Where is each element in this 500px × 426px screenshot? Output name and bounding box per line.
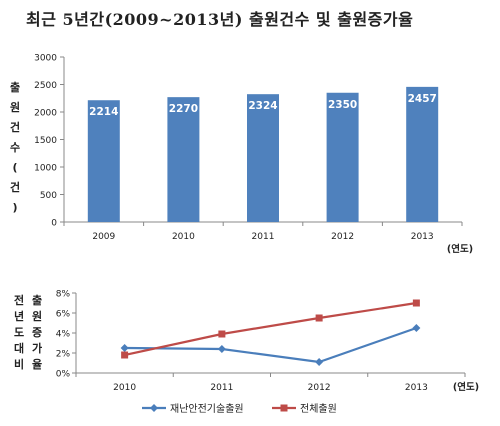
bar-2010	[167, 97, 200, 222]
bar-y-tick-label: 500	[40, 191, 57, 201]
bar-data-label: 2214	[89, 106, 118, 118]
bar-x-tick-label: 2013	[411, 232, 434, 242]
bar-x-tick-label: 2010	[172, 232, 195, 242]
bar-data-label: 2457	[408, 93, 437, 105]
line-x-tick-label: 2011	[210, 383, 233, 393]
bar-x-tick-label: 2011	[252, 232, 275, 242]
bar-y-tick-label: 0	[51, 219, 57, 229]
legend-marker-1	[280, 404, 288, 412]
bar-y-tick-label: 3000	[34, 54, 57, 64]
series-line-1	[124, 301, 417, 357]
series-1-point	[218, 330, 226, 338]
bar-y-axis-label: 출 원 건 수(건)	[9, 81, 21, 214]
bar-data-label: 2350	[328, 99, 357, 111]
line-x-tick-label: 2013	[405, 383, 428, 393]
bar-2011	[247, 94, 279, 222]
bar-x-tick-label: 2012	[331, 232, 354, 242]
bar-data-label: 2324	[248, 100, 277, 112]
line-y-tick-label: 0%	[56, 370, 71, 380]
chart-title: 최근 5년간(2009~2013년) 출원건수 및 출원증가율	[26, 10, 414, 29]
legend-label-1: 전체출원	[300, 403, 337, 415]
line-y-tick-label: 4%	[56, 330, 71, 340]
legend-marker-0	[150, 404, 158, 412]
series-line-0	[124, 326, 417, 364]
bar-x-tick-label: 2009	[92, 232, 115, 242]
bar-y-tick-label: 2500	[34, 81, 57, 91]
bar-y-tick-label: 2000	[34, 109, 57, 119]
bar-y-tick-label: 1000	[34, 164, 57, 174]
series-1-point	[315, 314, 323, 322]
line-y-tick-label: 6%	[56, 310, 71, 320]
line-x-axis-label: (연도)	[453, 382, 479, 393]
bar-x-axis-label: (연도)	[447, 244, 473, 255]
line-y-tick-label: 2%	[56, 350, 71, 360]
series-0-point	[217, 345, 226, 353]
line-x-tick-label: 2010	[113, 383, 136, 393]
series-0-point	[315, 358, 324, 366]
series-1-point	[121, 351, 129, 359]
line-x-tick-label: 2012	[308, 383, 331, 393]
bar-y-tick-label: 1500	[34, 136, 57, 146]
bar-2013	[406, 86, 439, 223]
bar-data-label: 2270	[169, 103, 198, 115]
legend-label-0: 재난안전기술출원	[170, 403, 244, 415]
series-0-point	[412, 324, 421, 332]
bar-2009	[87, 100, 120, 222]
series-0-point	[120, 344, 129, 352]
series-1-point	[412, 299, 420, 307]
line-y-tick-label: 8%	[56, 290, 71, 300]
bar-2012	[326, 92, 359, 222]
